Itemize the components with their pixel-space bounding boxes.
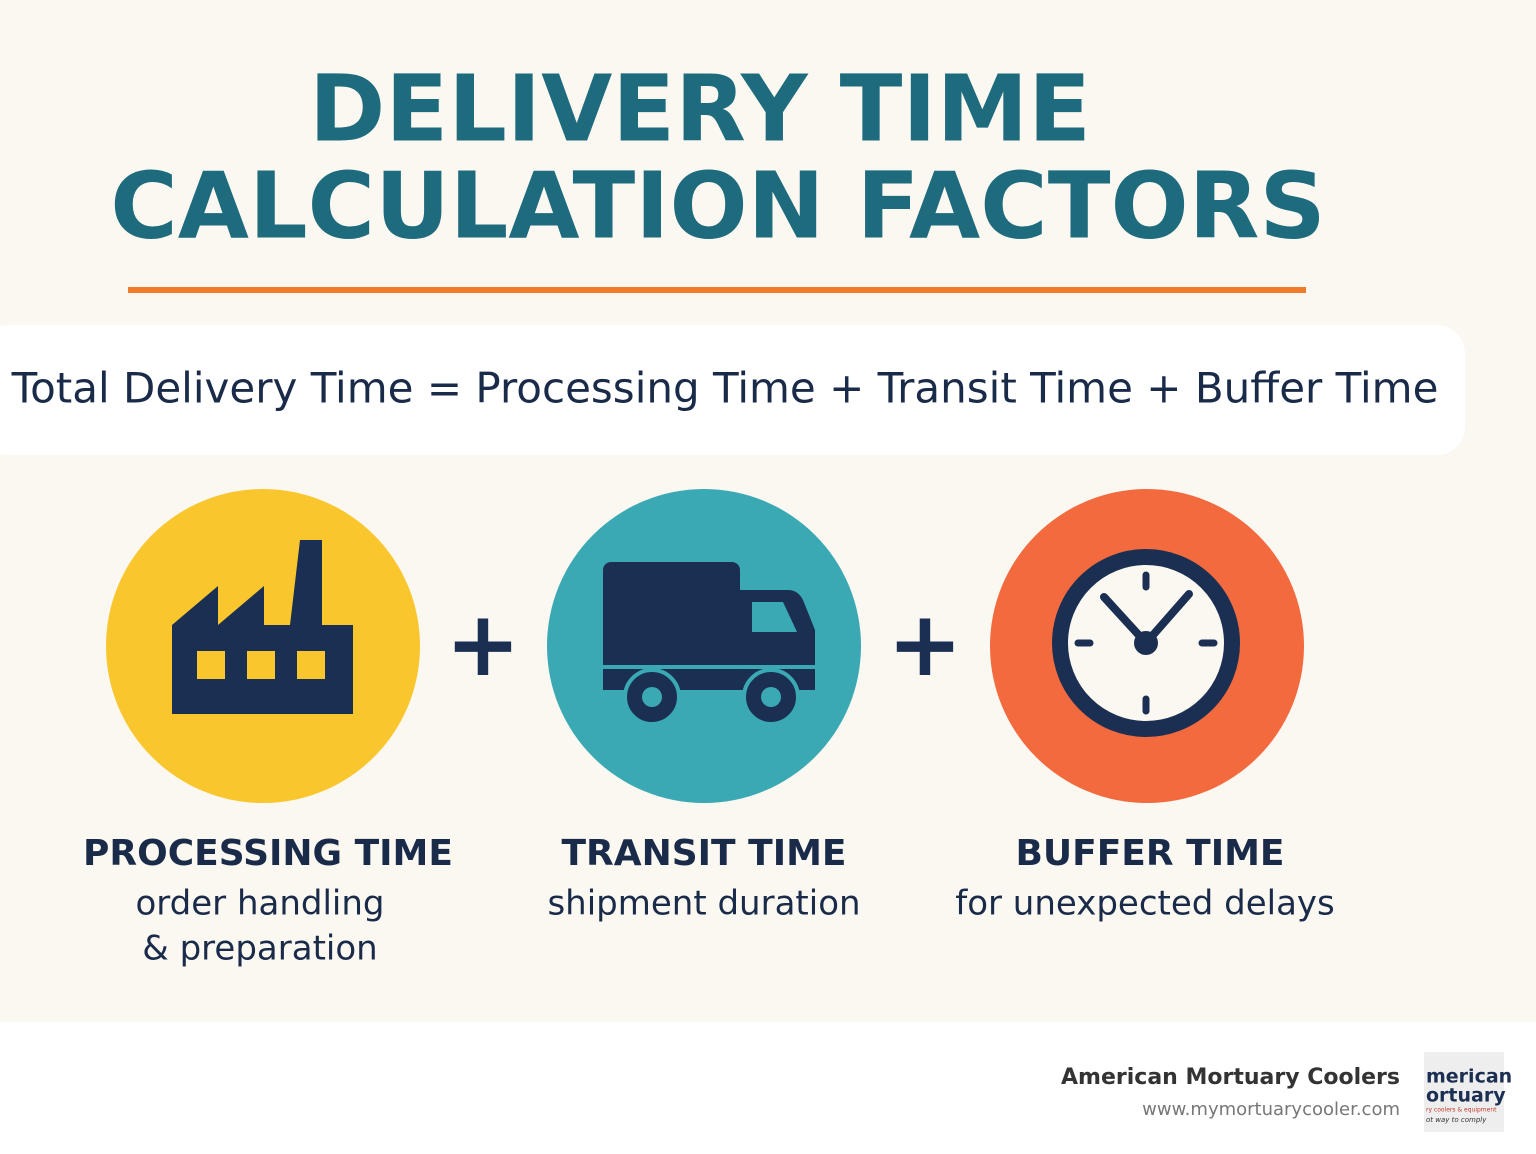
logo: [1424, 1052, 1504, 1132]
clock-icon: [1052, 549, 1240, 737]
logo-text: ry coolers & equipment: [1426, 1107, 1497, 1114]
factor-label: TRANSIT TIME: [561, 833, 846, 874]
footer-url: www.mymortuarycooler.com: [1142, 1099, 1400, 1120]
operator: +: [887, 592, 962, 697]
logo-text: ot way to comply: [1426, 1116, 1487, 1124]
truck-icon: [603, 562, 815, 726]
logo-text: ortuary: [1426, 1085, 1506, 1107]
factory-icon: [172, 540, 353, 714]
divider: [128, 287, 1306, 293]
factor-description: for unexpected delays: [955, 884, 1335, 924]
logo-text: merican: [1426, 1066, 1512, 1088]
operator: +: [445, 592, 520, 697]
factor-label: PROCESSING TIME: [83, 833, 453, 874]
footer-brand: American Mortuary Coolers: [1061, 1065, 1400, 1090]
factor-description: & preparation: [142, 929, 377, 969]
factor-description: shipment duration: [547, 884, 860, 924]
formula-box: [0, 325, 1465, 455]
factor-description: order handling: [135, 884, 384, 924]
title-line: DELIVERY TIME: [309, 55, 1091, 162]
title-line: CALCULATION FACTORS: [110, 152, 1326, 259]
formula: Total Delivery Time = Processing Time + …: [11, 364, 1439, 413]
factor-label: BUFFER TIME: [1015, 833, 1284, 874]
